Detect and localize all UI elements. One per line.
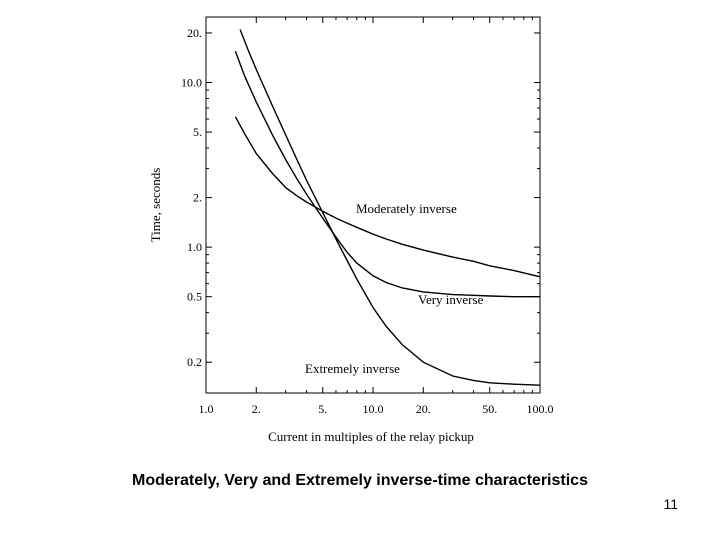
slide-caption: Moderately, Very and Extremely inverse-t… [132, 472, 588, 489]
series-curves [234, 29, 541, 386]
y-tick-label: 0.2 [187, 355, 202, 369]
chart: 1.0 2. 5. 10.0 20. 50. 100.0 20. 10.0 5. 2. 1.0 0.5… [148, 16, 554, 444]
y-tick-label: 10.0 [181, 76, 202, 90]
slide-number: 11 [663, 496, 678, 512]
y-tick-label: 5. [193, 125, 202, 139]
y-tick-label: 1.0 [187, 240, 202, 254]
x-tick-label: 5. [318, 402, 327, 416]
series-label-moderately-inverse: Moderately inverse [356, 201, 457, 216]
extremely-inverse-curve [239, 29, 541, 386]
series-label-extremely-inverse: Extremely inverse [305, 361, 400, 376]
x-axis-label: Current in multiples of the relay pickup [268, 429, 474, 444]
y-tick-label: 20. [187, 26, 202, 40]
x-tick-label: 50. [482, 402, 497, 416]
x-tick-label: 10.0 [363, 402, 384, 416]
y-tick-label: 0.5 [187, 290, 202, 304]
x-tick-label: 1.0 [199, 402, 214, 416]
very-inverse-curve [234, 50, 540, 298]
x-tick-label: 100.0 [527, 402, 554, 416]
series-label-very-inverse: Very inverse [418, 292, 484, 307]
y-tick-label: 2. [193, 191, 202, 205]
moderately-inverse-curve [234, 116, 541, 278]
x-tick-label: 20. [416, 402, 431, 416]
x-tick-label: 2. [252, 402, 261, 416]
x-axis-ticks: 1.0 2. 5. 10.0 20. 50. 100.0 [199, 402, 554, 416]
y-axis-ticks: 20. 10.0 5. 2. 1.0 0.5 0.2 [181, 26, 202, 369]
y-axis-label: Time, seconds [148, 168, 163, 243]
